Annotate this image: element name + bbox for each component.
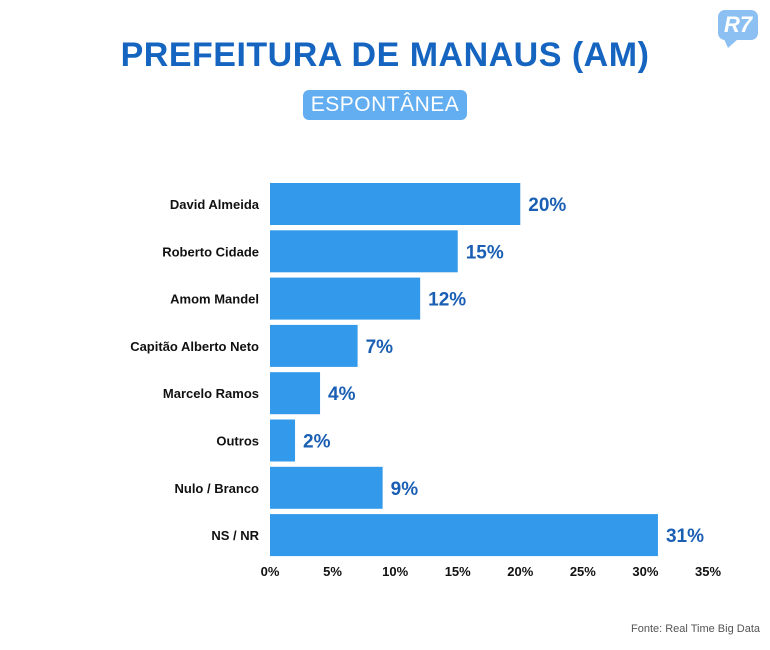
value-label: 31%: [666, 526, 704, 547]
x-tick-label: 30%: [632, 564, 658, 579]
category-label: Marcelo Ramos: [163, 386, 259, 401]
x-tick-label: 5%: [323, 564, 342, 579]
bar: [270, 514, 658, 557]
value-label: 4%: [328, 384, 356, 405]
x-tick-label: 35%: [695, 564, 721, 579]
bar: [270, 419, 296, 462]
source-note: Fonte: Real Time Big Data: [630, 623, 760, 635]
value-label: 9%: [391, 479, 419, 500]
bar: [270, 372, 321, 415]
value-label: 12%: [428, 290, 466, 311]
x-tick-label: 0%: [261, 564, 280, 579]
subtitle-wrap: ESPONTÂNEA: [0, 90, 770, 120]
bar: [270, 324, 358, 367]
x-tick-label: 15%: [445, 564, 471, 579]
value-label: 7%: [366, 337, 394, 358]
chart-title: PREFEITURA DE MANAUS (AM): [120, 36, 650, 74]
category-label: Outros: [216, 434, 259, 449]
bar: [270, 183, 521, 225]
bar: [270, 277, 421, 320]
subtitle-badge: ESPONTÂNEA: [302, 90, 468, 120]
x-tick-label: 10%: [382, 564, 408, 579]
value-label: 15%: [466, 242, 504, 263]
bar: [270, 230, 458, 273]
category-label: Amom Mandel: [170, 292, 259, 307]
category-label: Roberto Cidade: [162, 244, 259, 259]
value-label: 20%: [528, 195, 566, 216]
bar: [270, 466, 383, 509]
category-label: NS / NR: [211, 528, 259, 543]
value-label: 2%: [303, 432, 331, 453]
category-label: Capitão Alberto Neto: [130, 339, 259, 354]
category-label: Nulo / Branco: [174, 481, 259, 496]
x-tick-label: 25%: [570, 564, 596, 579]
category-label: David Almeida: [170, 197, 260, 212]
x-tick-label: 20%: [507, 564, 533, 579]
r7-logo: R7: [718, 10, 758, 48]
